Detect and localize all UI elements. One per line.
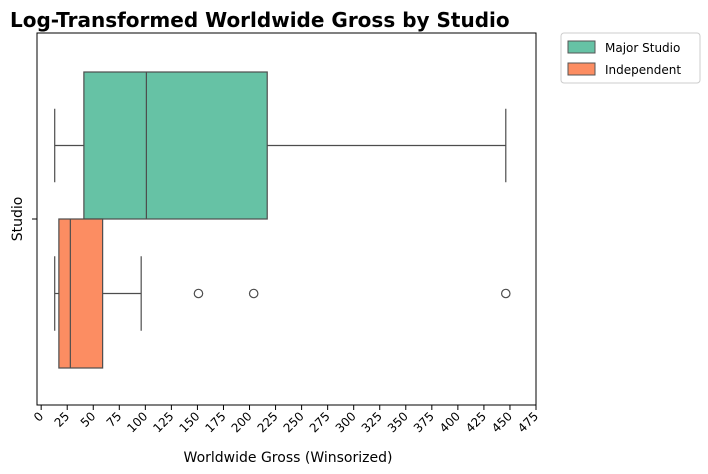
iqr-box: [83, 71, 268, 220]
chart-title: Log-Transformed Worldwide Gross by Studi…: [10, 8, 510, 32]
y-axis-label: Studio: [10, 197, 26, 242]
x-tick-label: 0: [31, 409, 46, 424]
boxes-layer: [54, 71, 511, 369]
legend-label-major-studio: Major Studio: [605, 41, 680, 55]
x-tick-label: 175: [202, 409, 228, 435]
x-tick-label: 50: [78, 409, 99, 430]
x-axis: 0 25 50 75 100 125 150 175 200 225 250 275 300 325 350…: [31, 405, 541, 435]
legend: Major Studio Independent: [560, 32, 701, 84]
x-tick-label: 475: [515, 409, 541, 435]
outlier-point: [500, 288, 511, 299]
x-tick-label: 400: [437, 409, 463, 435]
x-tick-label: 125: [150, 409, 176, 435]
x-tick-label: 250: [281, 409, 307, 435]
x-tick-label: 275: [307, 409, 333, 435]
x-axis-label: Worldwide Gross (Winsorized): [184, 450, 393, 466]
x-tick-label: 425: [463, 409, 489, 435]
box-independent: [54, 218, 511, 369]
x-tick-label: 150: [176, 409, 202, 435]
box-major-studio: [54, 71, 507, 220]
x-tick-label: 225: [255, 409, 281, 435]
x-tick-label: 450: [489, 409, 515, 435]
x-tick-label: 350: [385, 409, 411, 435]
x-tick-label: 325: [359, 409, 385, 435]
legend-swatch-independent: [567, 62, 596, 76]
legend-swatch-major-studio: [567, 40, 596, 54]
x-tick-label: 25: [52, 409, 73, 430]
outlier-point: [193, 288, 204, 299]
x-tick-label: 100: [124, 409, 150, 435]
legend-label-independent: Independent: [605, 63, 681, 77]
x-tick-label: 375: [411, 409, 437, 435]
legend-frame: [560, 32, 701, 84]
x-tick-label: 200: [229, 409, 255, 435]
x-tick-label: 75: [104, 409, 125, 430]
iqr-box: [58, 218, 104, 369]
outlier-point: [248, 288, 259, 299]
x-tick-label: 300: [333, 409, 359, 435]
